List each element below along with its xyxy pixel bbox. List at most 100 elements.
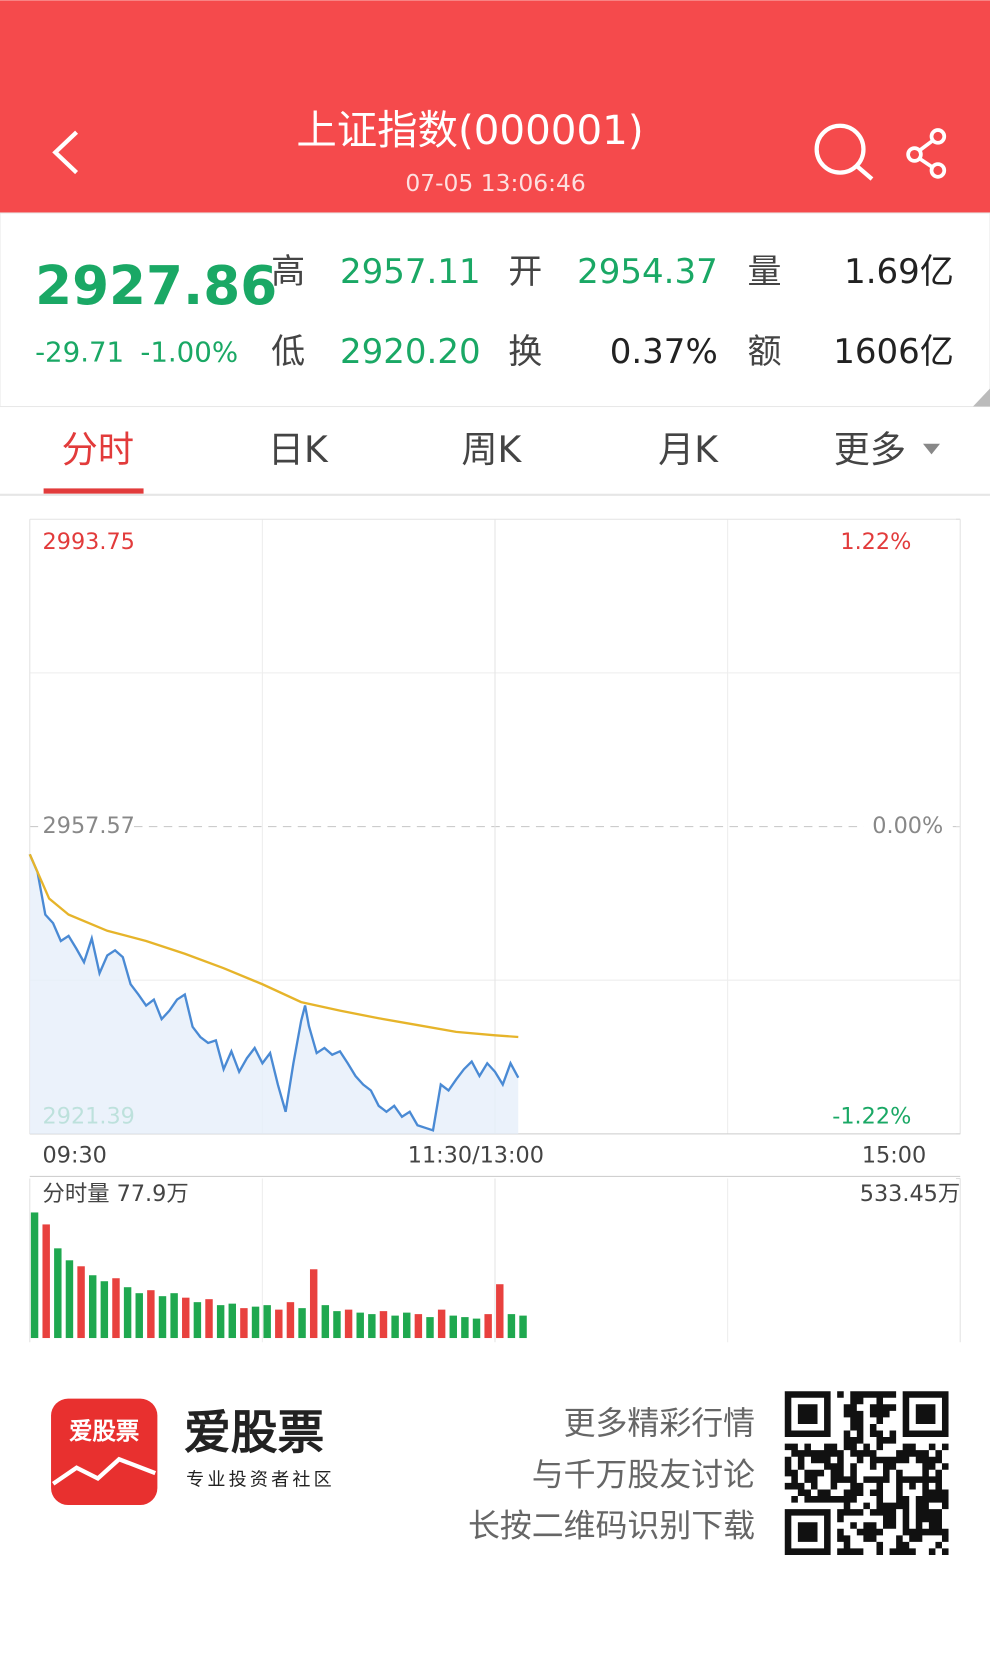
x-tick-label: 15:00 xyxy=(862,1143,926,1169)
y2-tick-label: -1.22% xyxy=(832,1103,911,1129)
volume-bar xyxy=(368,1314,376,1339)
volume-bar xyxy=(507,1314,516,1339)
y2-tick-label: 1.22% xyxy=(840,529,911,555)
volume-bar xyxy=(182,1297,190,1339)
volume-bar xyxy=(170,1293,178,1339)
volume-bar xyxy=(100,1281,109,1339)
chart-title: 分时量 77.9万 xyxy=(43,1181,189,1207)
volume-bar xyxy=(193,1302,202,1339)
volume-bar xyxy=(251,1306,260,1339)
volume-bar xyxy=(263,1305,271,1339)
tab[interactable]: 更多 xyxy=(834,428,906,471)
volume-bar xyxy=(379,1311,388,1339)
volume-bar xyxy=(426,1317,434,1339)
stat-value: 2954.37 xyxy=(577,252,718,292)
price-change: -29.71 xyxy=(35,335,124,368)
tab[interactable]: 周K xyxy=(461,428,522,471)
price-line xyxy=(28,853,520,1132)
last-price: 2927.86 xyxy=(35,255,277,317)
volume-bar xyxy=(228,1303,237,1339)
stat-value: 0.37% xyxy=(610,332,718,372)
back-button[interactable] xyxy=(52,130,79,175)
volume-bar xyxy=(147,1290,155,1339)
stat-value: 1606亿 xyxy=(833,332,954,372)
volume-bar xyxy=(403,1312,411,1339)
stat-label: 额 xyxy=(748,332,782,372)
promo-line: 与千万股友讨论 xyxy=(532,1455,755,1493)
promo-line: 长按二维码识别下载 xyxy=(468,1506,755,1544)
stat-value: 2957.11 xyxy=(340,252,481,292)
tab-indicator xyxy=(43,488,144,494)
tab[interactable]: 分时 xyxy=(62,428,134,471)
volume-bar xyxy=(54,1248,62,1339)
volume-bar xyxy=(461,1317,469,1339)
volume-bar xyxy=(321,1305,330,1339)
volume-bar xyxy=(205,1299,213,1339)
intraday-chart: 2921.392957.572993.75-1.22%0.00%1.22%09:… xyxy=(28,518,961,1343)
y-tick-label: 2993.75 xyxy=(43,529,135,555)
corner-mark xyxy=(972,388,990,407)
volume-bar xyxy=(65,1260,74,1339)
volume-bar xyxy=(42,1224,50,1339)
volume-bar xyxy=(158,1296,167,1339)
volume-bar xyxy=(333,1311,341,1339)
tab[interactable]: 日K xyxy=(268,428,329,471)
volume-bar xyxy=(344,1309,353,1339)
brand-slogan: 专业投资者社区 xyxy=(186,1470,335,1491)
volume-bar xyxy=(298,1308,306,1339)
page-title: 上证指数(000001) xyxy=(296,106,643,154)
tab[interactable]: 月K xyxy=(658,428,719,471)
footer: 爱股票 爱股票 专业投资者社区 更多精彩行情 与千万股友讨论 长按二维码识别下载 xyxy=(51,1391,949,1555)
timestamp: 07-05 13:06:46 xyxy=(405,169,585,197)
volume-chart: 533.45万 分时量 77.9万 xyxy=(30,1178,960,1339)
volume-bar xyxy=(391,1315,399,1339)
brand-name: 爱股票 xyxy=(184,1406,324,1460)
dropdown-arrow xyxy=(923,443,941,455)
qr-code[interactable] xyxy=(784,1391,949,1555)
stat-value: 1.69亿 xyxy=(844,252,954,292)
price-area xyxy=(29,854,519,1134)
tab-bar: 分时 日K 周K 月K 更多 xyxy=(43,428,941,494)
volume-bar xyxy=(77,1266,85,1339)
volume-bar xyxy=(414,1314,423,1339)
volume-bar xyxy=(216,1305,225,1339)
stat-label: 开 xyxy=(508,252,542,292)
volume-bar xyxy=(275,1309,283,1339)
share-button[interactable] xyxy=(906,128,947,179)
volume-bar xyxy=(240,1308,248,1339)
logo-text: 爱股票 xyxy=(69,1417,139,1445)
promo-line: 更多精彩行情 xyxy=(564,1404,755,1442)
stat-label: 换 xyxy=(508,332,542,372)
volume-bar xyxy=(356,1312,364,1339)
volume-bar xyxy=(309,1269,318,1339)
volume-bar xyxy=(519,1315,527,1339)
volume-bar xyxy=(112,1278,120,1339)
label-bg xyxy=(38,811,130,842)
price-change-pct: -1.00% xyxy=(140,335,238,368)
stat-label: 高 xyxy=(271,252,305,292)
volume-bar xyxy=(30,1212,39,1339)
y-tick-label: 2957.57 xyxy=(43,813,135,839)
y2-tick-label: 0.00% xyxy=(872,813,943,839)
volume-bar xyxy=(437,1309,446,1339)
volume-bar xyxy=(449,1315,457,1339)
volume-bar xyxy=(135,1293,143,1339)
volume-bar xyxy=(123,1287,132,1339)
y-tick-label: 533.45万 xyxy=(860,1181,960,1207)
app-logo xyxy=(51,1398,158,1505)
label-bg xyxy=(863,811,951,842)
stat-value: 2920.20 xyxy=(340,332,481,372)
stat-label: 低 xyxy=(271,332,305,372)
x-tick-label: 09:30 xyxy=(43,1143,107,1169)
quote-panel xyxy=(0,212,990,408)
volume-bar xyxy=(472,1318,481,1339)
volume-bar xyxy=(484,1314,492,1339)
x-tick-label: 11:30/13:00 xyxy=(408,1143,544,1169)
stat-label: 量 xyxy=(748,252,782,292)
volume-bar xyxy=(88,1275,97,1339)
logo-graphic xyxy=(51,1456,157,1486)
search-button[interactable] xyxy=(814,123,874,181)
